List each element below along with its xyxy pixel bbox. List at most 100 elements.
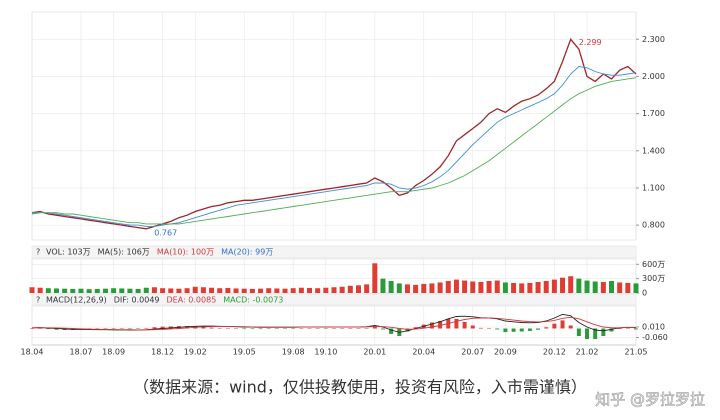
x-tick-label: 18.04: [21, 348, 44, 357]
macd-bar: [609, 328, 614, 332]
x-tick-label: 19.05: [233, 348, 256, 357]
watermark: 知乎 @罗拉罗拉: [595, 391, 705, 409]
x-tick-label: 19.08: [282, 348, 305, 357]
header-item: VOL: 103万: [46, 248, 91, 257]
y-tick-label: 0.010: [642, 323, 665, 332]
x-tick-label: 20.04: [412, 348, 435, 357]
macd-bar: [601, 328, 606, 336]
macd-bar: [307, 328, 312, 329]
volume-bar: [307, 287, 313, 293]
macd-bar: [258, 328, 263, 330]
y-tick-label: 0: [642, 289, 647, 298]
macd-bar: [323, 328, 328, 329]
volume-bar: [364, 284, 370, 293]
macd-bar: [136, 328, 141, 329]
macd-bar: [364, 328, 369, 329]
macd-bar: [30, 328, 34, 329]
volume-bar: [633, 283, 639, 293]
volume-bar: [160, 288, 166, 293]
volume-bar: [543, 281, 549, 293]
help-icon: ?: [36, 248, 40, 257]
ma-line: [32, 77, 637, 225]
volume-bar: [502, 282, 508, 293]
header-item: MACD(12,26,9): [46, 296, 107, 305]
x-tick-label: 21.05: [625, 348, 648, 357]
volume-bar: [127, 288, 133, 293]
x-tick-label: 18.07: [70, 348, 93, 357]
macd-bar: [478, 327, 483, 329]
volume-bar: [200, 287, 206, 293]
macd-bar: [544, 327, 549, 329]
x-tick-label: 18.12: [151, 348, 174, 357]
macd-header-bar: [31, 293, 637, 306]
help-icon: ?: [36, 296, 40, 305]
macd-bar: [46, 328, 51, 330]
macd-bar: [185, 326, 190, 329]
macd-bar: [495, 328, 500, 330]
volume-bar: [421, 283, 427, 293]
macd-bar: [234, 328, 239, 329]
volume-bar: [111, 288, 117, 293]
macd-bar: [242, 328, 247, 330]
macd-bar: [299, 328, 304, 329]
header-item: MA(10): 100万: [157, 248, 214, 257]
volume-bar: [94, 288, 100, 293]
volume-header-bar: [31, 245, 637, 259]
volume-bar: [560, 277, 566, 293]
macd-bar: [168, 326, 173, 329]
volume-bar: [347, 285, 353, 293]
volume-bar: [584, 280, 590, 293]
volume-bar: [225, 287, 231, 293]
volume-bar: [576, 278, 582, 293]
macd-bar: [54, 328, 59, 330]
volume-bar: [192, 286, 198, 293]
macd-bar: [160, 326, 165, 329]
volume-bar: [249, 288, 255, 293]
macd-bar: [127, 328, 132, 330]
x-tick-label: 20.09: [494, 348, 517, 357]
volume-bar: [151, 287, 157, 293]
volume-bar: [78, 288, 84, 293]
macd-bar: [389, 328, 394, 334]
x-tick-label: 18.09: [102, 348, 125, 357]
macd-bar: [503, 328, 508, 333]
macd-bar: [38, 328, 43, 329]
volume-bar: [282, 288, 288, 293]
volume-bar: [388, 281, 394, 293]
volume-bar: [609, 281, 615, 293]
macd-bar: [332, 328, 336, 329]
macd-bar: [250, 328, 255, 330]
y-tick-label: 2.000: [642, 72, 665, 81]
volume-bar: [568, 276, 574, 293]
volume-bar: [266, 288, 272, 293]
volume-bar: [519, 283, 525, 293]
macd-bar: [617, 328, 622, 329]
volume-bar: [62, 288, 68, 293]
header-item: DEA: 0.0085: [167, 296, 217, 305]
macd-bar: [527, 328, 532, 331]
macd-bar: [274, 328, 279, 329]
min-annotation: 0.767: [154, 228, 177, 237]
macd-bar: [209, 327, 214, 329]
volume-bar: [486, 281, 492, 293]
y-tick-label: 300万: [642, 274, 665, 283]
volume-bar: [290, 288, 296, 293]
volume-bar: [143, 287, 149, 293]
macd-bar: [144, 328, 149, 329]
volume-bar: [625, 282, 631, 293]
volume-bar: [527, 282, 533, 293]
volume-bar: [37, 287, 43, 293]
volume-bar: [372, 263, 378, 293]
macd-bar: [225, 328, 230, 329]
volume-bar: [29, 287, 35, 293]
panel-frame: [31, 11, 637, 241]
macd-bar: [454, 318, 459, 329]
macd-bar: [552, 323, 557, 329]
volume-bar: [600, 281, 606, 293]
volume-bar: [535, 281, 541, 293]
macd-bar: [585, 328, 590, 339]
header-item: MA(20): 99万: [221, 248, 273, 257]
volume-bar: [339, 286, 345, 293]
macd-bar: [568, 325, 573, 329]
macd-bar: [356, 328, 361, 329]
